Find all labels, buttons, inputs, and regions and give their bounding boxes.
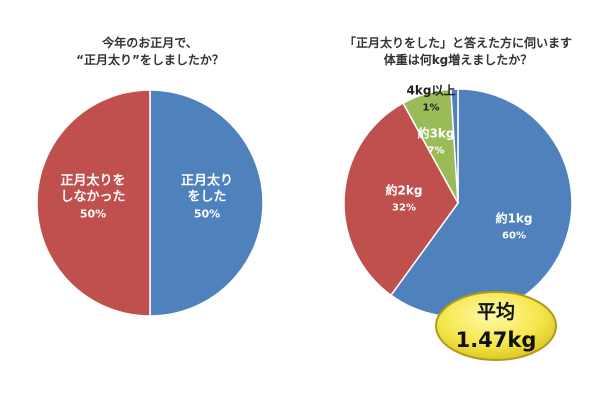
chart1-slice-2-value: 50%: [80, 208, 106, 221]
chart2-slice-4-value: 1%: [423, 103, 440, 114]
chart2-slice-2-value: 32%: [392, 203, 416, 214]
chart2-title-line-2: 体重は何kg増えましたか？: [384, 52, 533, 67]
chart2-title-line-1: 「正月太りをした」と答えた方に伺います: [344, 35, 572, 50]
chart2-slice-1-label: 約1kg: [496, 211, 533, 226]
chart1-slice-2-label-line-2: しなかった: [60, 190, 125, 205]
average-callout-line-2: 1.47kg: [456, 328, 537, 352]
chart1-slice-2: [36, 89, 151, 317]
chart1-slice-1-label-line-2: をした: [187, 190, 226, 205]
chart1-slice-1-value: 50%: [194, 208, 220, 221]
average-callout-badge: [435, 291, 557, 361]
chart2-slice-3-label: 約3kg: [418, 126, 455, 141]
chart1-title-line-1: 今年のお正月で、: [101, 35, 198, 50]
chart1-title-line-2: “正月太り”をしましたか？: [76, 52, 224, 67]
chart2-slice-3-value: 7%: [428, 146, 445, 157]
chart1-slice-1-label-line-1: 正月太り: [181, 173, 233, 189]
chart2-slice-1-value: 60%: [502, 231, 526, 242]
chart2-slice-4-label: 4kg以上: [407, 83, 456, 98]
average-callout-line-1: 平均: [477, 300, 515, 323]
chart2-slice-2: [343, 102, 459, 297]
chart1-slice-2-label-line-1: 正月太りを: [60, 173, 125, 189]
chart1-slice-1: [149, 89, 264, 317]
chart2-slice-4: [450, 88, 459, 204]
chart2-slice-2-label: 約2kg: [386, 183, 423, 198]
